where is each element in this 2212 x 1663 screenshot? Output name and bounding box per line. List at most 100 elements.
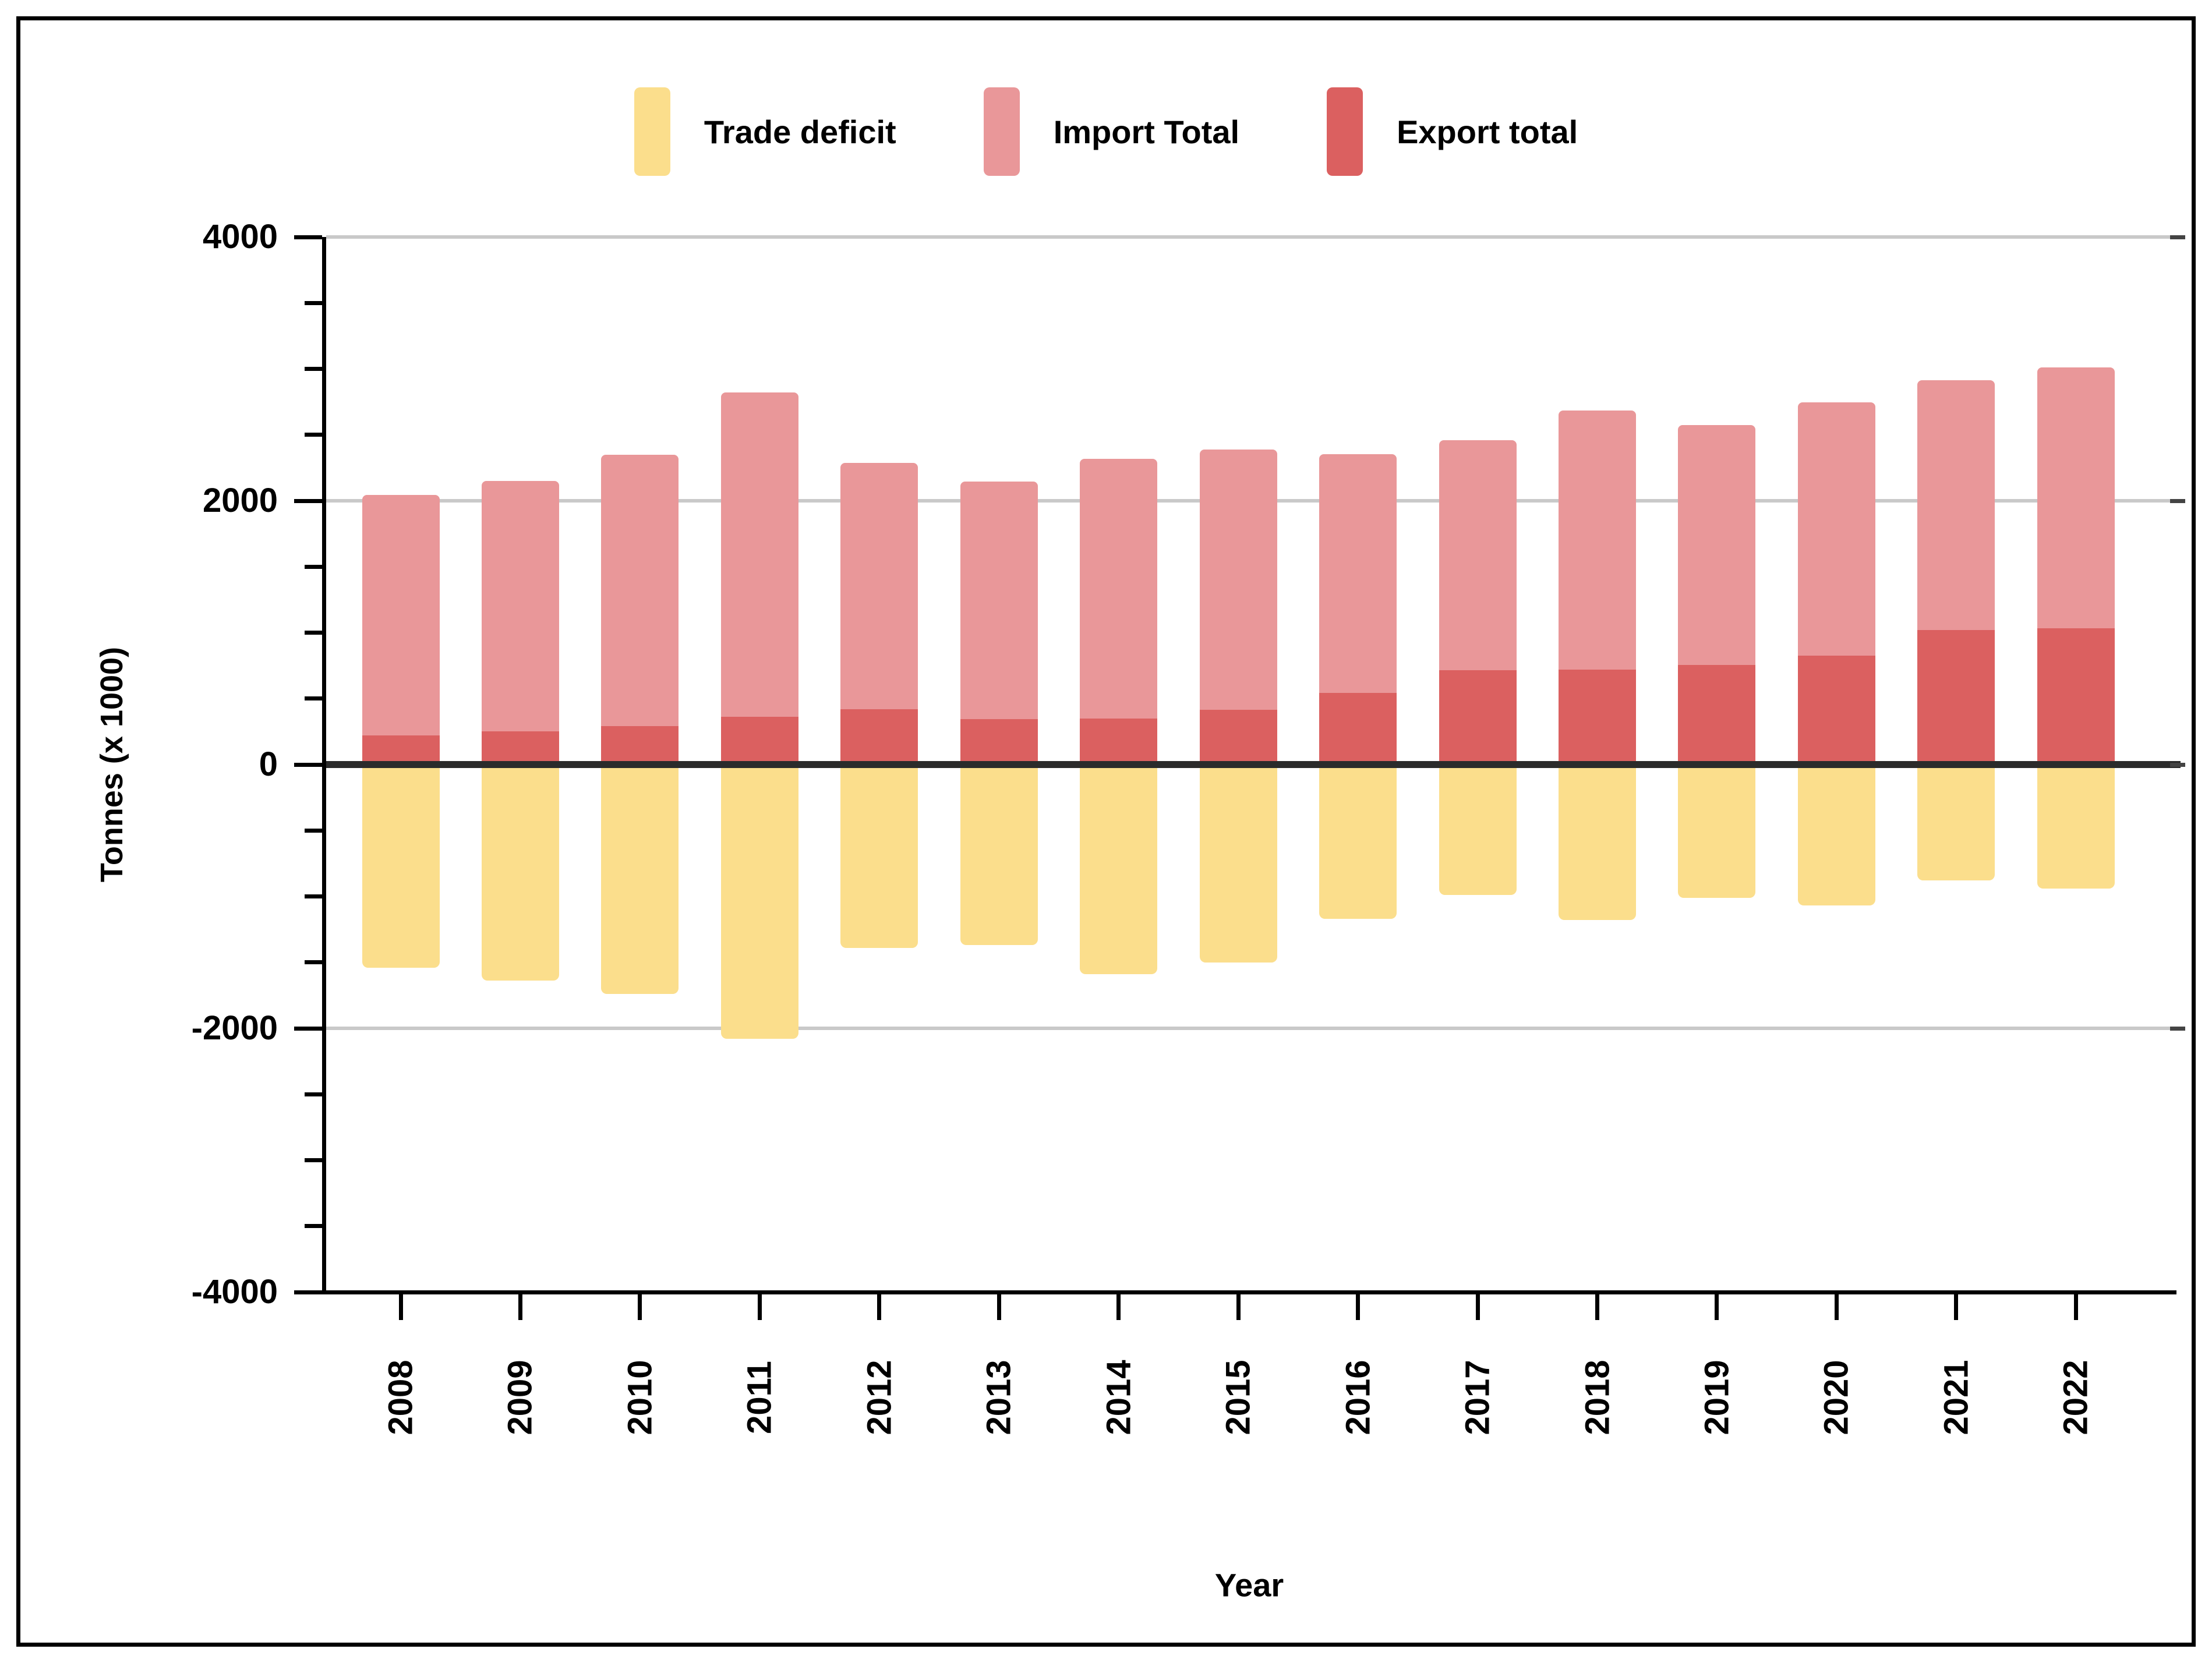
bar-export-2009 xyxy=(481,731,559,765)
y-right-tick-4000 xyxy=(2170,235,2185,239)
x-tick-label-2009: 2009 xyxy=(501,1360,539,1435)
y-minor-tick--3500 xyxy=(305,1224,322,1229)
bar-export-2019 xyxy=(1678,664,1756,765)
y-minor-tick--3000 xyxy=(305,1158,322,1162)
x-tick-2017 xyxy=(1475,1294,1480,1320)
bar-import-2021 xyxy=(1917,380,1995,630)
bar-import-2008 xyxy=(362,494,440,736)
x-tick-2010 xyxy=(638,1294,642,1320)
legend-label-import-total: Import Total xyxy=(1053,113,1240,150)
y-minor-tick-1000 xyxy=(305,631,322,635)
bar-trade-deficit-2020 xyxy=(1797,765,1875,906)
y-right-tick--2000 xyxy=(2170,1026,2185,1031)
bar-export-2011 xyxy=(720,717,798,765)
y-minor-tick--1500 xyxy=(305,960,322,965)
bar-import-2016 xyxy=(1319,454,1397,693)
bar-trade-deficit-2011 xyxy=(720,765,798,1039)
bar-export-2014 xyxy=(1080,718,1158,765)
x-tick-label-2013: 2013 xyxy=(980,1360,1018,1435)
gridline-4000 xyxy=(326,235,2181,239)
x-tick-label-2015: 2015 xyxy=(1219,1360,1257,1435)
x-tick-2013 xyxy=(997,1294,1001,1320)
bar-trade-deficit-2013 xyxy=(960,765,1038,946)
bar-trade-deficit-2019 xyxy=(1678,765,1756,898)
bar-export-2010 xyxy=(601,726,679,765)
x-axis-title: Year xyxy=(1214,1566,1284,1604)
y-major-tick-0 xyxy=(294,762,322,767)
x-tick-label-2014: 2014 xyxy=(1100,1360,1138,1435)
x-tick-2011 xyxy=(757,1294,762,1320)
y-minor-tick--500 xyxy=(305,828,322,833)
bar-import-2010 xyxy=(601,454,679,727)
y-tick-label-0: 0 xyxy=(259,745,278,783)
bar-import-2012 xyxy=(840,463,918,709)
y-right-tick-2000 xyxy=(2170,498,2185,503)
legend-label-export-total: Export total xyxy=(1397,113,1578,150)
bar-import-2009 xyxy=(481,481,559,732)
y-tick-label-2000: 2000 xyxy=(202,482,278,519)
legend-entry-export-total: Export total xyxy=(1327,87,1578,176)
y-minor-tick-3000 xyxy=(305,367,322,371)
x-tick-label-2012: 2012 xyxy=(860,1360,899,1435)
x-tick-label-2022: 2022 xyxy=(2056,1360,2095,1435)
bar-trade-deficit-2010 xyxy=(601,765,679,995)
x-tick-2021 xyxy=(1954,1294,1959,1320)
bar-export-2017 xyxy=(1439,670,1517,765)
x-tick-label-2011: 2011 xyxy=(740,1361,779,1434)
bar-import-2020 xyxy=(1797,402,1875,656)
x-tick-2016 xyxy=(1356,1294,1361,1320)
y-tick-label-4000: 4000 xyxy=(202,218,278,256)
x-tick-2020 xyxy=(1834,1294,1839,1320)
legend: Trade deficit Import Total Export total xyxy=(0,87,2212,176)
x-tick-2009 xyxy=(518,1294,522,1320)
bar-export-2018 xyxy=(1559,669,1636,765)
bar-export-2013 xyxy=(960,719,1038,765)
bar-trade-deficit-2016 xyxy=(1319,765,1397,919)
x-tick-label-2008: 2008 xyxy=(381,1360,420,1435)
legend-entry-import-total: Import Total xyxy=(983,87,1240,176)
x-tick-label-2021: 2021 xyxy=(1937,1360,1976,1435)
x-tick-label-2019: 2019 xyxy=(1698,1360,1736,1435)
bar-trade-deficit-2009 xyxy=(481,765,559,981)
bar-export-2021 xyxy=(1917,629,1995,765)
bar-export-2015 xyxy=(1199,710,1277,765)
bar-import-2013 xyxy=(960,482,1038,719)
y-minor-tick-500 xyxy=(305,696,322,701)
y-major-tick-2000 xyxy=(294,498,322,503)
y-major-tick-4000 xyxy=(294,235,322,239)
y-tick-label--2000: -2000 xyxy=(191,1009,278,1047)
gridline--2000 xyxy=(326,1027,2181,1030)
bar-trade-deficit-2021 xyxy=(1917,765,1995,881)
bar-import-2018 xyxy=(1559,410,1636,670)
bar-import-2017 xyxy=(1439,440,1517,671)
y-minor-tick-3500 xyxy=(305,300,322,305)
x-axis-line xyxy=(322,1290,2176,1294)
legend-entry-trade-deficit: Trade deficit xyxy=(634,87,896,176)
y-minor-tick-2500 xyxy=(305,433,322,437)
x-tick-2008 xyxy=(398,1294,403,1320)
y-axis-line xyxy=(322,237,326,1294)
bar-trade-deficit-2015 xyxy=(1199,765,1277,963)
bar-trade-deficit-2018 xyxy=(1559,765,1636,921)
x-tick-2022 xyxy=(2073,1294,2078,1320)
bar-import-2019 xyxy=(1678,424,1756,665)
zero-axis-line xyxy=(326,761,2181,768)
bar-export-2016 xyxy=(1319,692,1397,765)
x-tick-label-2016: 2016 xyxy=(1339,1360,1377,1435)
bar-export-2008 xyxy=(362,735,440,765)
y-minor-tick--1000 xyxy=(305,894,322,898)
bar-trade-deficit-2017 xyxy=(1439,765,1517,896)
legend-swatch-trade-deficit xyxy=(634,87,670,176)
legend-label-trade-deficit: Trade deficit xyxy=(704,113,896,150)
bar-trade-deficit-2008 xyxy=(362,765,440,968)
bar-trade-deficit-2012 xyxy=(840,765,918,948)
bar-import-2015 xyxy=(1199,449,1277,710)
y-major-tick--2000 xyxy=(294,1026,322,1031)
x-tick-2018 xyxy=(1595,1294,1599,1320)
bar-import-2011 xyxy=(720,392,798,717)
chart-outer-border xyxy=(16,16,2196,1647)
bar-trade-deficit-2014 xyxy=(1080,765,1158,975)
x-tick-2012 xyxy=(877,1294,882,1320)
x-tick-2019 xyxy=(1715,1294,1719,1320)
